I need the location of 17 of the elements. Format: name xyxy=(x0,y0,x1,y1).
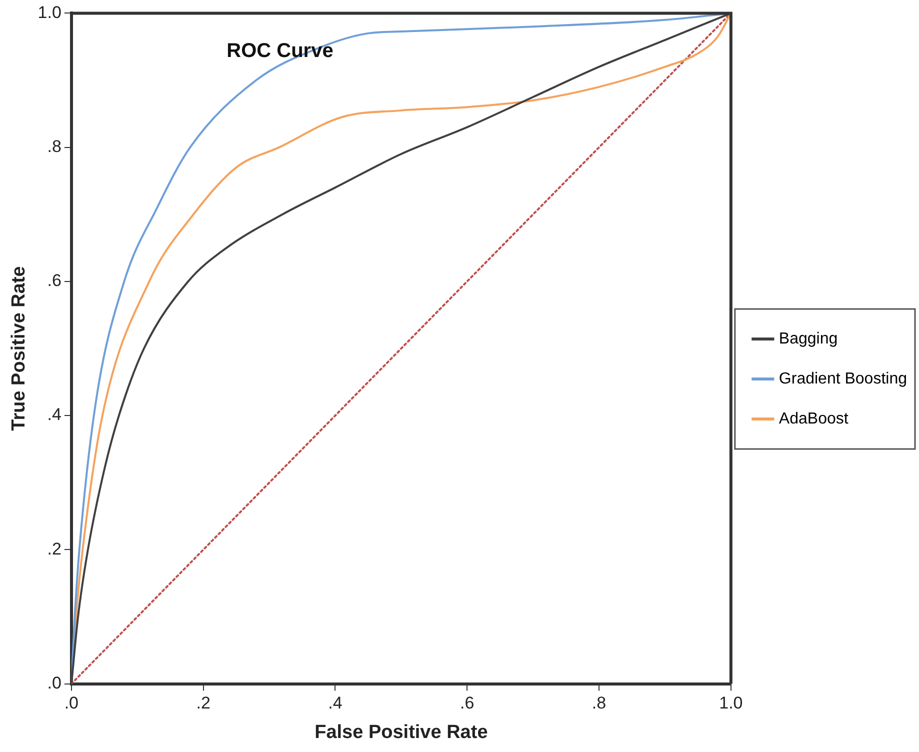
y-axis-title: True Positive Rate xyxy=(8,266,30,431)
x-tick-label: .8 xyxy=(592,694,606,713)
x-tick-label: 1.0 xyxy=(719,694,743,713)
x-axis-title: False Positive Rate xyxy=(314,722,488,743)
y-tick-label: .2 xyxy=(47,539,62,558)
x-tick-label: .0 xyxy=(64,694,79,713)
x-tick-label: .4 xyxy=(328,694,342,713)
x-tick-label: .6 xyxy=(460,694,474,713)
y-tick-label: .4 xyxy=(47,405,62,424)
y-tick-label: 1.0 xyxy=(38,2,62,22)
legend-label: Gradient Boosting xyxy=(778,370,907,388)
legend-label: AdaBoost xyxy=(778,410,849,428)
y-tick-label: .6 xyxy=(47,271,62,290)
x-tick-label: .2 xyxy=(196,694,210,713)
y-tick-label: .0 xyxy=(47,673,62,692)
y-tick-label: .8 xyxy=(47,137,62,156)
legend-label: Bagging xyxy=(778,330,838,348)
